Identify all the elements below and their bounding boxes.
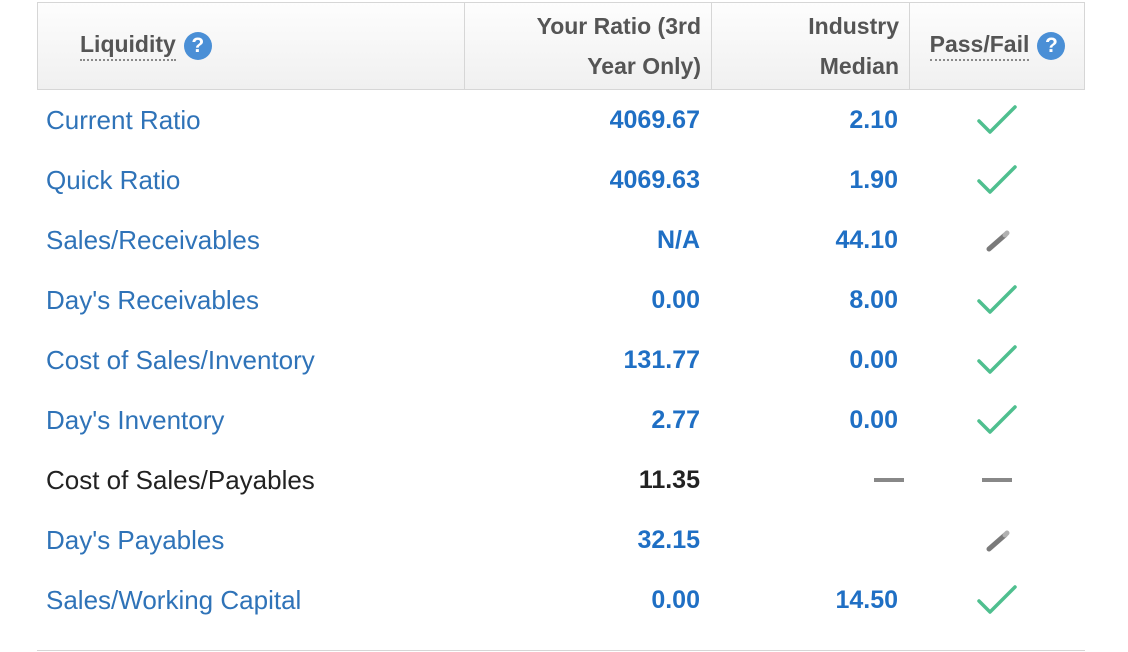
row-your-ratio: 4069.63	[609, 166, 700, 194]
table-row: Cost of Sales/Inventory 131.77 0.00	[37, 330, 1085, 390]
pencil-icon	[975, 523, 1019, 557]
check-icon	[975, 583, 1019, 617]
liquidity-table: Liquidity ? Your Ratio (3rd Year Only) I…	[37, 2, 1085, 630]
row-your-ratio: 11.35	[638, 466, 700, 494]
row-your-ratio: 0.00	[651, 586, 700, 614]
header-pass-fail: Pass/Fail ?	[909, 3, 1085, 89]
median-header-line1: Industry	[808, 13, 899, 39]
table-row: Day's Payables 32.15	[37, 510, 1085, 570]
pass-fail-header-label[interactable]: Pass/Fail	[929, 31, 1030, 61]
row-industry-median: 1.90	[849, 166, 898, 194]
row-industry-median: 44.10	[835, 226, 898, 254]
help-icon[interactable]: ?	[183, 32, 212, 60]
table-row: Sales/Working Capital 0.00 14.50	[37, 570, 1085, 630]
check-icon	[975, 403, 1019, 437]
row-industry-median: 0.00	[849, 346, 898, 374]
table-header: Liquidity ? Your Ratio (3rd Year Only) I…	[37, 2, 1085, 90]
row-label[interactable]: Day's Inventory	[46, 405, 225, 435]
median-header-line2: Median	[819, 53, 899, 79]
check-icon	[975, 283, 1019, 317]
row-your-ratio: 131.77	[623, 346, 700, 374]
table-row: Day's Receivables 0.00 8.00	[37, 270, 1085, 330]
row-label[interactable]: Day's Receivables	[46, 285, 260, 315]
row-label[interactable]: Sales/Receivables	[46, 225, 260, 255]
pencil-icon	[975, 223, 1019, 257]
row-label[interactable]: Cost of Sales/Inventory	[46, 345, 315, 375]
help-icon[interactable]: ?	[1037, 32, 1066, 60]
table-row: Current Ratio 4069.67 2.10	[37, 90, 1085, 150]
ratio-header-line1: Your Ratio (3rd	[536, 13, 701, 39]
row-label: Cost of Sales/Payables	[46, 465, 315, 495]
table-bottom-divider	[37, 650, 1085, 651]
row-industry-median: 0.00	[849, 406, 898, 434]
ratio-header-line2: Year Only)	[587, 53, 701, 79]
row-label[interactable]: Quick Ratio	[46, 165, 181, 195]
check-icon	[975, 343, 1019, 377]
row-label[interactable]: Sales/Working Capital	[46, 585, 302, 615]
check-icon	[975, 163, 1019, 197]
table-row: Quick Ratio 4069.63 1.90	[37, 150, 1085, 210]
liquidity-header-label[interactable]: Liquidity	[80, 31, 176, 61]
table-row: Day's Inventory 2.77 0.00	[37, 390, 1085, 450]
check-icon	[975, 103, 1019, 137]
row-your-ratio: N/A	[656, 226, 700, 254]
dash-icon	[975, 463, 1019, 497]
row-industry-median: 2.10	[849, 106, 898, 134]
table-row: Sales/Receivables N/A 44.10	[37, 210, 1085, 270]
row-label[interactable]: Day's Payables	[46, 525, 225, 555]
table-body: Current Ratio 4069.67 2.10 Quick Ratio 4069.…	[37, 90, 1085, 630]
header-your-ratio: Your Ratio (3rd Year Only)	[464, 3, 711, 89]
row-your-ratio: 32.15	[637, 526, 700, 554]
row-your-ratio: 0.00	[651, 286, 700, 314]
header-liquidity: Liquidity ?	[38, 3, 464, 89]
row-industry-median: 8.00	[849, 286, 898, 314]
table-row: Cost of Sales/Payables 11.35	[37, 450, 1085, 510]
row-label[interactable]: Current Ratio	[46, 105, 201, 135]
median-dash-icon	[867, 463, 911, 497]
row-your-ratio: 4069.67	[609, 106, 700, 134]
row-industry-median: 14.50	[835, 586, 898, 614]
row-your-ratio: 2.77	[651, 406, 700, 434]
header-industry-median: Industry Median	[711, 3, 909, 89]
